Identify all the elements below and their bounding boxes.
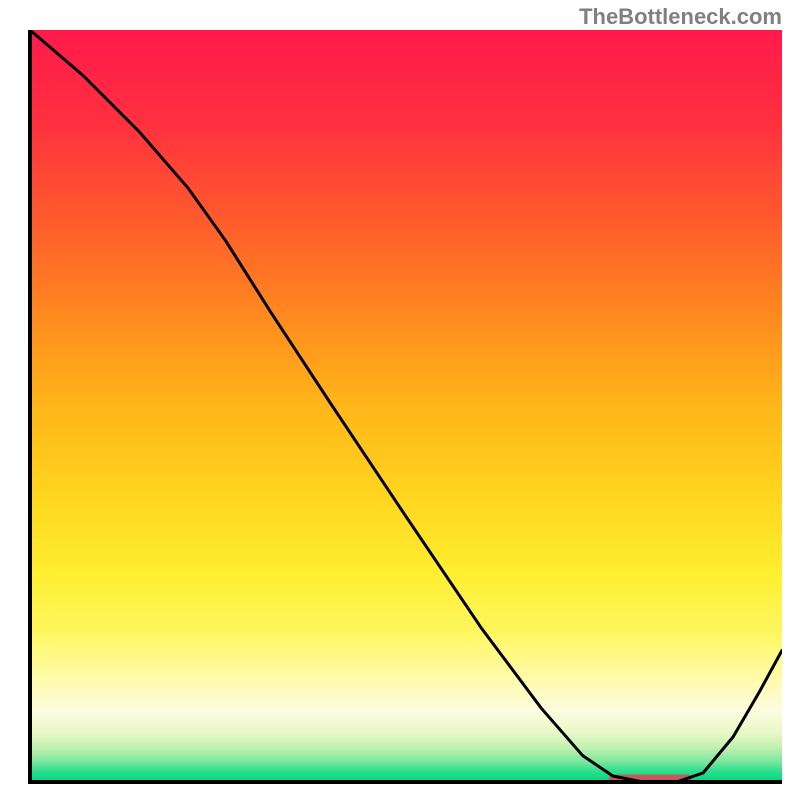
gradient-background — [30, 30, 782, 782]
chart-stage: TheBottleneck.com — [0, 0, 800, 800]
x-axis-line — [28, 780, 782, 784]
y-axis-line — [28, 30, 32, 784]
watermark-text: TheBottleneck.com — [579, 4, 782, 30]
plot-area — [30, 30, 782, 782]
